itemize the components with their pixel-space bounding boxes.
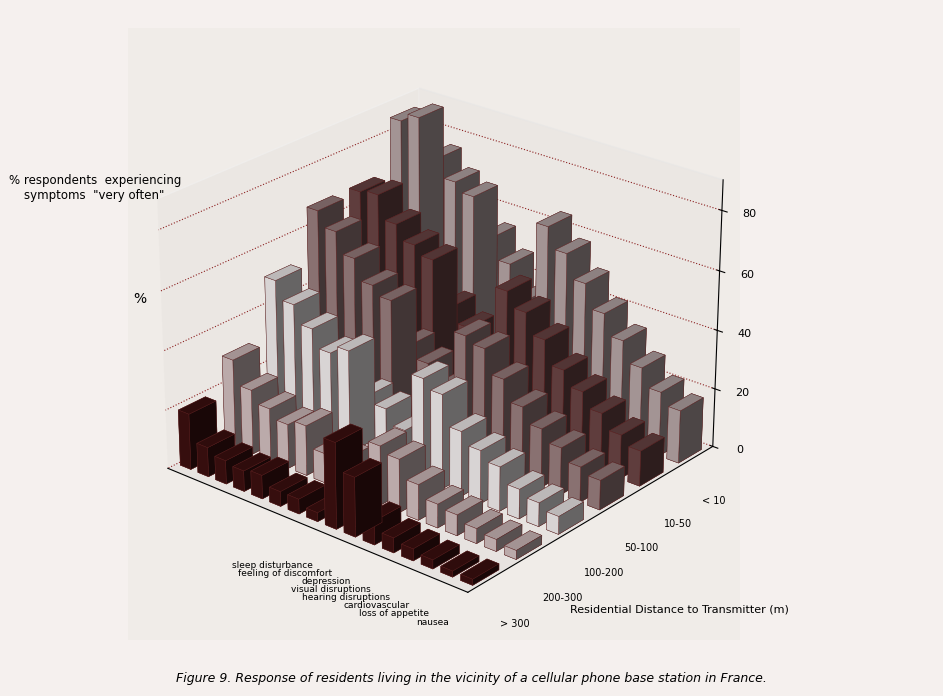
- Text: Figure 9. Response of residents living in the vicinity of a cellular phone base : Figure 9. Response of residents living i…: [176, 672, 767, 685]
- Text: Residential Distance to Transmitter (m): Residential Distance to Transmitter (m): [570, 605, 788, 615]
- Text: %: %: [133, 292, 146, 306]
- Text: % respondents  experiencing
    symptoms  "very often": % respondents experiencing symptoms "ver…: [9, 174, 182, 202]
